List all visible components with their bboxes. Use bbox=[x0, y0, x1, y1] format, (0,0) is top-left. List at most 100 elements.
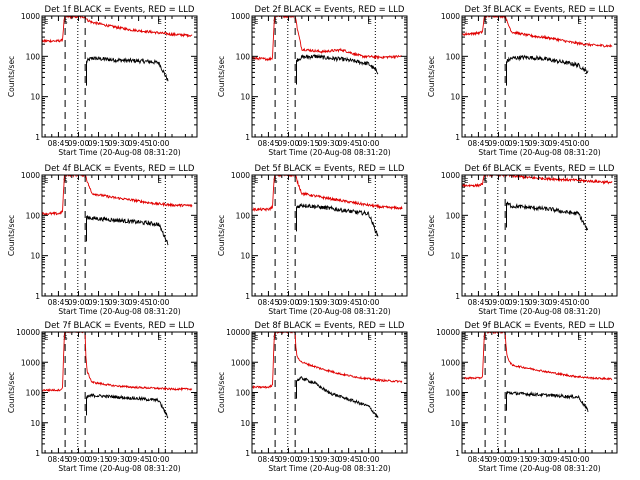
y-axis-label: Counts/sec bbox=[427, 215, 436, 256]
series-line-events bbox=[506, 54, 589, 75]
x-tick-label: 08:45 bbox=[468, 139, 490, 148]
x-tick-label: 09:15 bbox=[298, 455, 320, 464]
x-tick-label: 09:15 bbox=[88, 455, 110, 464]
panel-det-9: Det 9f BLACK = Events, RED = LLD E S E 1 10 10… bbox=[427, 321, 618, 473]
x-tick-label: 09:45 bbox=[128, 298, 150, 307]
panel-frame bbox=[41, 15, 198, 138]
panel-frame bbox=[41, 174, 198, 297]
y-axis-label: Counts/sec bbox=[217, 56, 226, 97]
x-tick-label: 09:15 bbox=[298, 298, 320, 307]
y-tick-label: 1 bbox=[35, 292, 40, 301]
marker-s: S bbox=[273, 177, 278, 185]
y-tick-label: 1 bbox=[35, 449, 40, 458]
panel-frame bbox=[251, 174, 408, 297]
series-line-lld bbox=[462, 332, 613, 381]
marker-e-right: E bbox=[577, 18, 581, 26]
y-tick-label: 1000 bbox=[21, 358, 40, 367]
y-tick-label: 1000 bbox=[441, 358, 460, 367]
y-tick-label: 1 bbox=[245, 449, 250, 458]
x-tick-label: 10:00 bbox=[568, 298, 590, 307]
series-line-lld bbox=[252, 175, 403, 213]
marker-s: S bbox=[483, 334, 488, 342]
panel-frame bbox=[461, 15, 618, 138]
panel-det-4: Det 4f BLACK = Events, RED = LLD E S E 1 10 10… bbox=[7, 164, 198, 316]
series-line-lld bbox=[252, 332, 403, 390]
x-tick-label: 08:45 bbox=[468, 298, 490, 307]
panel-det-2: Det 2f BLACK = Events, RED = LLD E S E 1 10 10… bbox=[217, 5, 408, 157]
x-tick-label: 09:15 bbox=[508, 298, 530, 307]
x-tick-label: 09:00 bbox=[68, 139, 90, 148]
panel-title: Det 3f BLACK = Events, RED = LLD bbox=[465, 5, 615, 15]
series-line-events bbox=[86, 56, 169, 82]
x-tick-label: 09:30 bbox=[528, 139, 550, 148]
y-axis-label: Counts/sec bbox=[7, 372, 16, 413]
panel-data bbox=[252, 175, 403, 237]
y-axis-label: Counts/sec bbox=[217, 372, 226, 413]
panel-det-8: Det 8f BLACK = Events, RED = LLD E S E 1 10 10… bbox=[217, 321, 408, 473]
panel-det-5: Det 5f BLACK = Events, RED = LLD E S E 1 10 10… bbox=[217, 164, 408, 316]
x-axis-label: Start Time (20-Aug-08 08:31:20) bbox=[58, 464, 180, 473]
y-tick-label: 100 bbox=[26, 389, 41, 398]
marker-e-right: E bbox=[577, 334, 581, 342]
x-tick-label: 09:00 bbox=[278, 455, 300, 464]
series-line-events bbox=[506, 390, 589, 412]
panel-det-7: Det 7f BLACK = Events, RED = LLD E S E 1 10 10… bbox=[7, 321, 198, 473]
y-tick-label: 10000 bbox=[226, 328, 250, 337]
x-axis-label: Start Time (20-Aug-08 08:31:20) bbox=[58, 148, 180, 157]
x-axis-label: Start Time (20-Aug-08 08:31:20) bbox=[268, 148, 390, 157]
x-tick-label: 10:00 bbox=[148, 139, 170, 148]
x-tick-label: 09:00 bbox=[68, 455, 90, 464]
y-tick-label: 1000 bbox=[231, 12, 250, 21]
marker-e-left: E bbox=[254, 334, 258, 342]
y-tick-label: 100 bbox=[26, 211, 41, 220]
x-tick-label: 09:30 bbox=[318, 139, 340, 148]
panel-data bbox=[42, 175, 193, 246]
y-tick-label: 1 bbox=[245, 292, 250, 301]
x-tick-label: 09:45 bbox=[128, 455, 150, 464]
y-tick-label: 10 bbox=[30, 419, 40, 428]
y-tick-label: 1 bbox=[455, 292, 460, 301]
x-tick-label: 09:15 bbox=[88, 139, 110, 148]
y-tick-label: 1 bbox=[35, 133, 40, 142]
y-tick-label: 1000 bbox=[441, 12, 460, 21]
marker-e-left: E bbox=[254, 18, 258, 26]
y-axis-label: Counts/sec bbox=[427, 56, 436, 97]
y-tick-label: 10 bbox=[30, 93, 40, 102]
y-tick-label: 100 bbox=[446, 211, 461, 220]
y-tick-label: 1000 bbox=[231, 358, 250, 367]
x-tick-label: 10:00 bbox=[148, 455, 170, 464]
y-tick-label: 10 bbox=[240, 93, 250, 102]
series-line-events bbox=[296, 53, 379, 75]
y-tick-label: 1000 bbox=[441, 171, 460, 180]
y-tick-label: 100 bbox=[236, 211, 251, 220]
panel-title: Det 9f BLACK = Events, RED = LLD bbox=[465, 321, 615, 331]
y-tick-label: 100 bbox=[236, 389, 251, 398]
x-tick-label: 09:30 bbox=[318, 298, 340, 307]
marker-e-right: E bbox=[367, 334, 371, 342]
series-line-events bbox=[86, 393, 169, 419]
y-tick-label: 1000 bbox=[21, 12, 40, 21]
marker-e-right: E bbox=[157, 18, 161, 26]
marker-e-left: E bbox=[44, 334, 48, 342]
y-tick-label: 1 bbox=[455, 449, 460, 458]
panel-title: Det 1f BLACK = Events, RED = LLD bbox=[45, 5, 195, 15]
x-tick-label: 09:30 bbox=[528, 298, 550, 307]
marker-e-right: E bbox=[367, 18, 371, 26]
y-tick-label: 1000 bbox=[21, 171, 40, 180]
x-axis-label: Start Time (20-Aug-08 08:31:20) bbox=[478, 464, 600, 473]
y-axis-label: Counts/sec bbox=[427, 372, 436, 413]
x-tick-label: 09:00 bbox=[488, 139, 510, 148]
x-tick-label: 09:30 bbox=[108, 455, 130, 464]
panel-title: Det 6f BLACK = Events, RED = LLD bbox=[465, 164, 615, 174]
y-tick-label: 10 bbox=[450, 252, 460, 261]
y-axis-label: Counts/sec bbox=[7, 215, 16, 256]
x-tick-label: 09:00 bbox=[68, 298, 90, 307]
x-tick-label: 09:45 bbox=[548, 298, 570, 307]
x-tick-label: 08:45 bbox=[258, 455, 280, 464]
marker-e-right: E bbox=[157, 177, 161, 185]
panel-det-1: Det 1f BLACK = Events, RED = LLD E S E 1 10 10… bbox=[7, 5, 198, 157]
y-tick-label: 100 bbox=[446, 52, 461, 61]
